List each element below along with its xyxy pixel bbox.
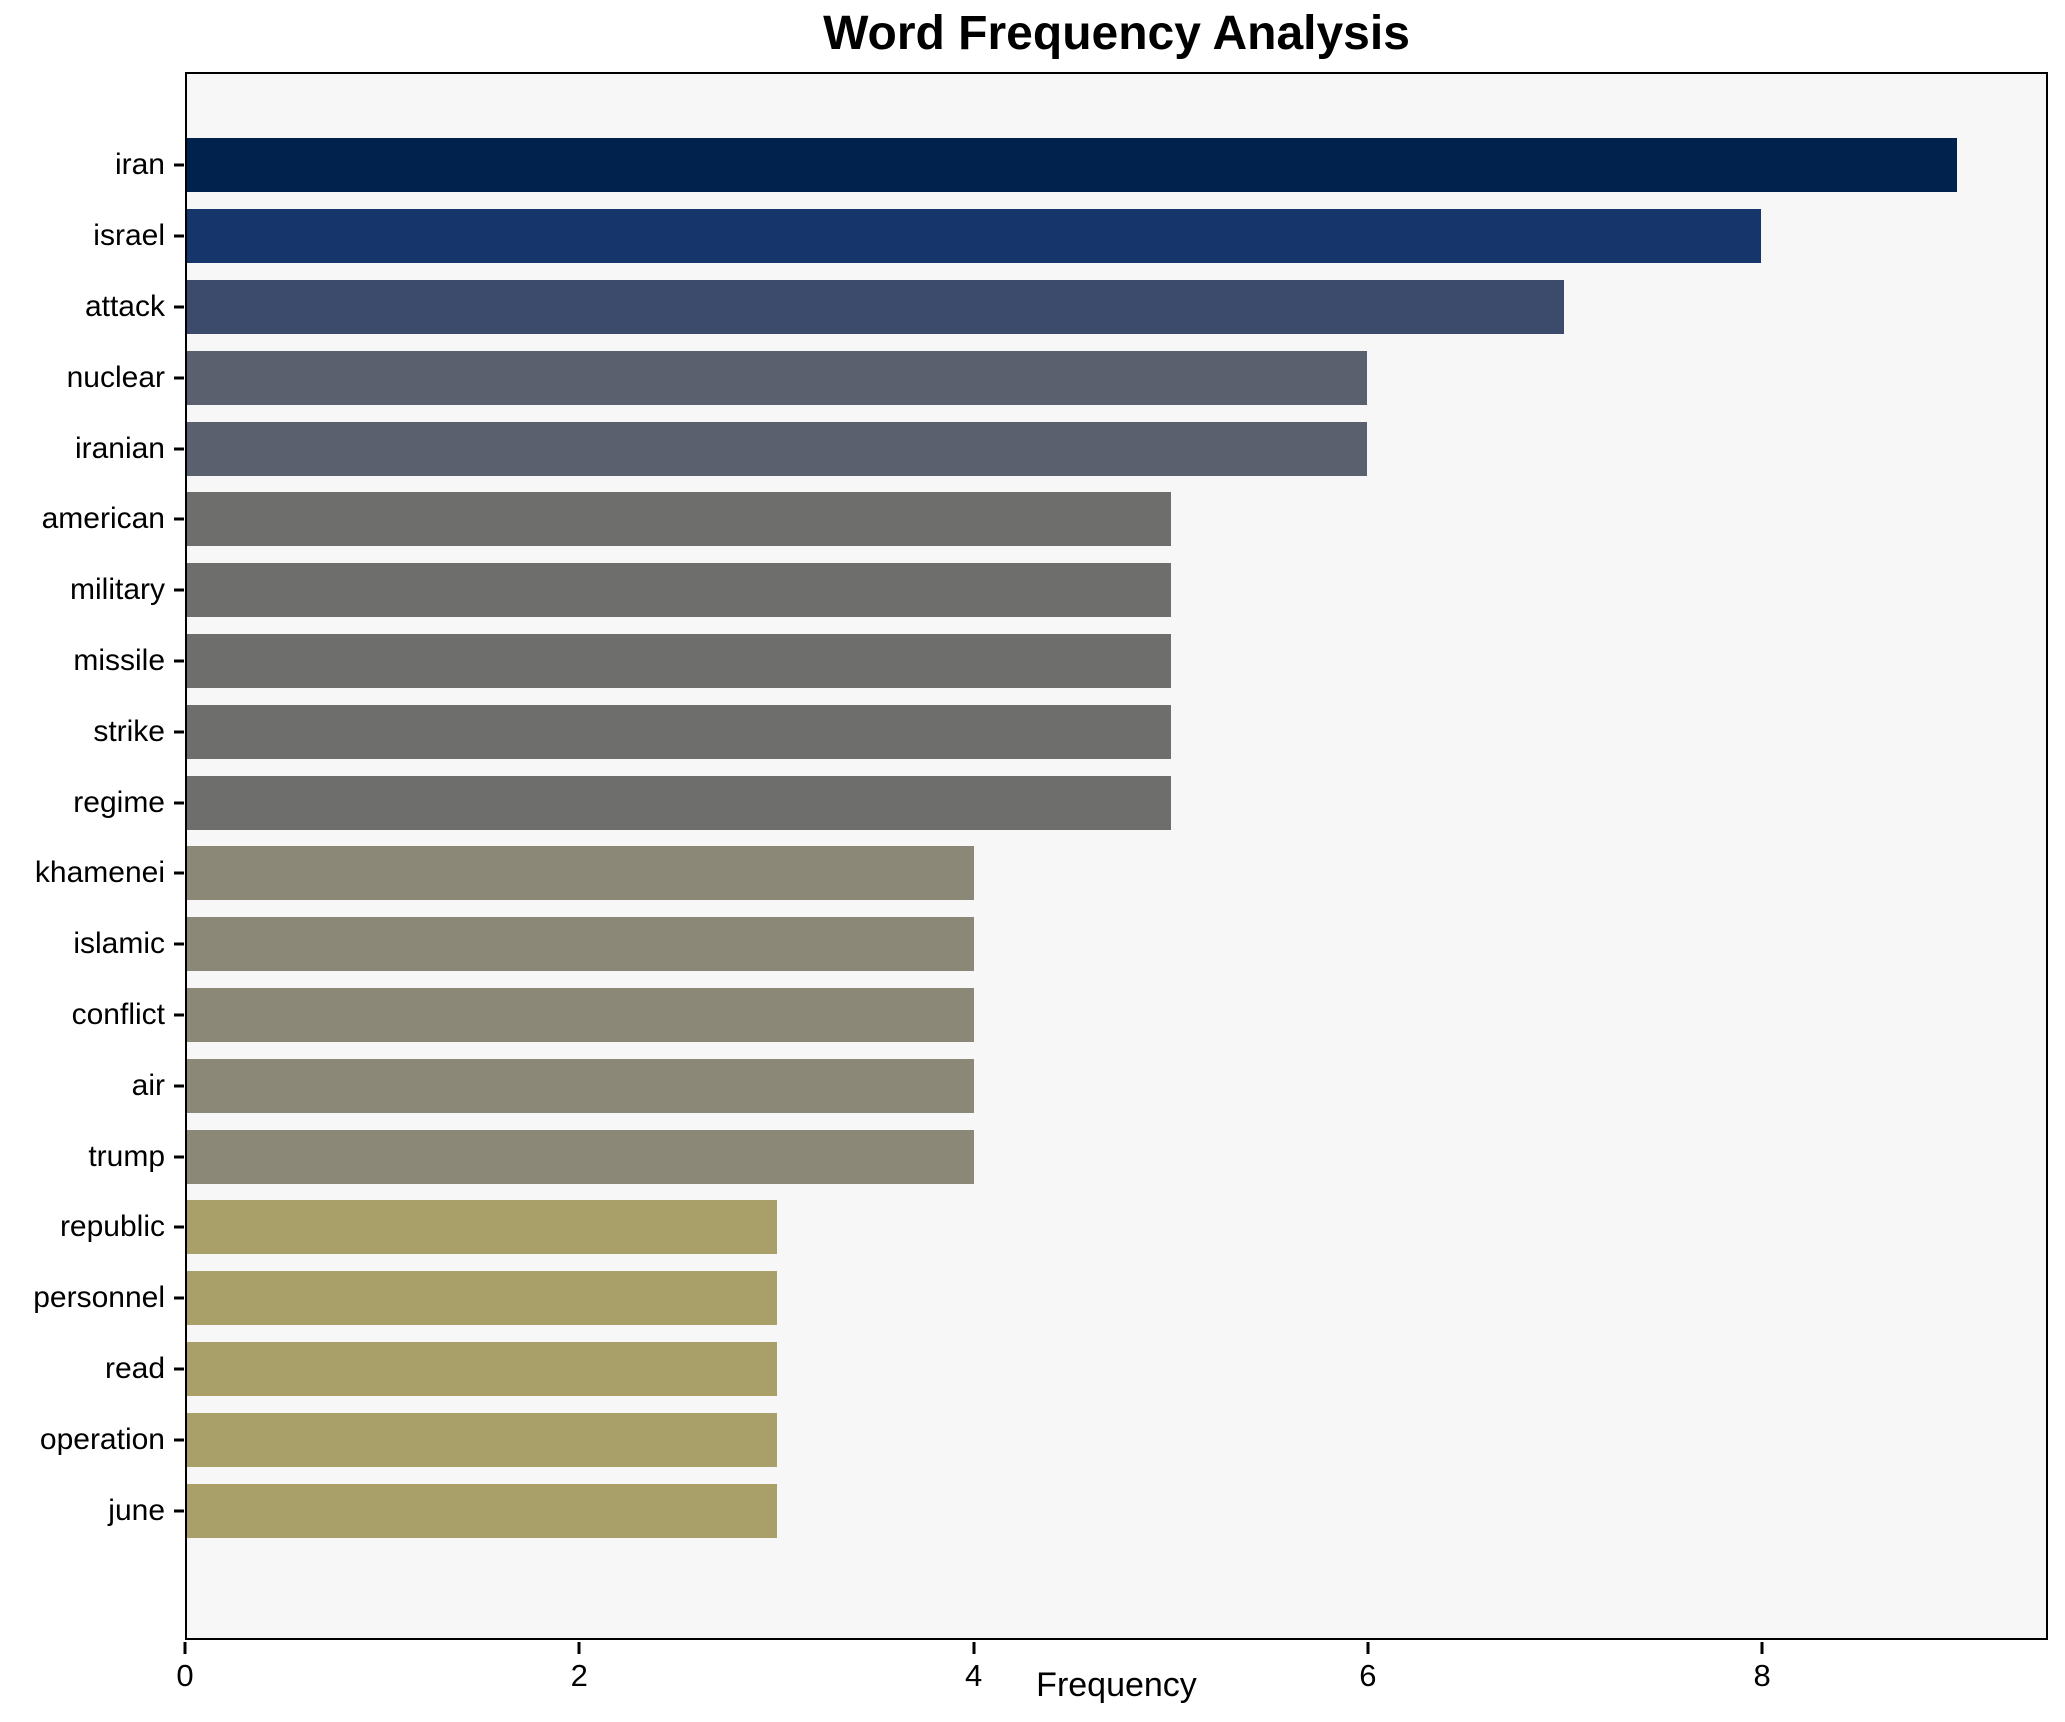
- y-tick-mark: [174, 730, 184, 734]
- bar-row: read: [105, 1334, 2046, 1405]
- bar: [187, 279, 1565, 334]
- category-label: strike: [93, 714, 165, 748]
- y-tick-mark: [174, 1509, 184, 1513]
- y-tick-mark: [174, 305, 184, 309]
- bar: [187, 492, 1171, 547]
- category-label: israel: [93, 219, 165, 253]
- category-label: air: [131, 1068, 165, 1102]
- category-label: operation: [39, 1422, 165, 1456]
- bar-row: iranian: [75, 413, 2046, 484]
- y-tick-mark: [174, 1296, 184, 1300]
- x-tick-mark: [1366, 1642, 1370, 1654]
- bar: [187, 987, 974, 1042]
- bar: [187, 138, 1958, 193]
- y-tick-mark: [174, 659, 184, 663]
- bar-row: military: [70, 555, 2046, 626]
- y-tick-mark: [174, 871, 184, 875]
- bar: [187, 1483, 778, 1538]
- y-tick-mark: [174, 1438, 184, 1442]
- y-tick-mark: [174, 1084, 184, 1088]
- bar: [187, 421, 1368, 476]
- bar-row: air: [132, 1050, 2046, 1121]
- y-tick-mark: [174, 234, 184, 238]
- y-tick-mark: [174, 1225, 184, 1229]
- category-label: islamic: [73, 927, 165, 961]
- category-label: american: [41, 502, 165, 536]
- y-tick-mark: [174, 376, 184, 380]
- bar: [187, 350, 1368, 405]
- bar: [187, 1058, 974, 1113]
- category-label: military: [70, 573, 165, 607]
- y-tick-mark: [174, 447, 184, 451]
- x-tick-mark: [183, 1642, 187, 1654]
- y-tick-mark: [174, 801, 184, 805]
- plot-area: iran israel attack nuclear iranian american mi…: [33, 72, 2048, 1640]
- category-label: iranian: [74, 431, 165, 465]
- y-tick-mark: [174, 942, 184, 946]
- bar: [187, 846, 974, 901]
- bar-row: iran: [115, 130, 2046, 201]
- category-label: nuclear: [66, 360, 165, 394]
- category-label: personnel: [33, 1281, 165, 1315]
- category-label: republic: [59, 1210, 165, 1244]
- x-axis-title: Frequency: [1036, 1666, 1197, 1704]
- bar-rows: iran israel attack nuclear iranian american mi…: [33, 74, 2046, 1638]
- y-tick-mark: [174, 1155, 184, 1159]
- bar: [187, 633, 1171, 688]
- bar: [187, 917, 974, 972]
- bar-row: june: [108, 1475, 2046, 1546]
- y-tick-mark: [174, 1013, 184, 1017]
- bar: [187, 775, 1171, 830]
- y-tick-mark: [174, 163, 184, 167]
- bar: [187, 1271, 778, 1326]
- y-tick-mark: [174, 517, 184, 521]
- bar: [187, 704, 1171, 759]
- bar-row: strike: [93, 696, 2046, 767]
- bar: [187, 563, 1171, 618]
- bar-row: operation: [40, 1404, 2046, 1475]
- bar-row: attack: [85, 272, 2046, 343]
- x-tick-mark: [1760, 1642, 1764, 1654]
- bar-row: israel: [93, 201, 2046, 272]
- bar-row: regime: [73, 767, 2046, 838]
- x-tick-mark: [972, 1642, 976, 1654]
- bar: [187, 1200, 778, 1255]
- bar: [187, 1129, 974, 1184]
- category-label: khamenei: [34, 856, 165, 890]
- bar-row: american: [42, 484, 2046, 555]
- bar: [187, 1412, 778, 1467]
- chart-title: Word Frequency Analysis: [823, 7, 1410, 60]
- category-label: iran: [114, 148, 165, 182]
- bar-row: missile: [73, 626, 2046, 697]
- bar-row: islamic: [73, 909, 2046, 980]
- bar: [187, 209, 1761, 264]
- category-label: attack: [84, 289, 165, 323]
- category-label: regime: [73, 785, 165, 819]
- category-label: june: [108, 1493, 165, 1527]
- bar-row: khamenei: [35, 838, 2046, 909]
- bar-row: personnel: [33, 1263, 2046, 1334]
- bar-row: nuclear: [67, 342, 2046, 413]
- y-tick-mark: [174, 1367, 184, 1371]
- bar: [187, 1341, 778, 1396]
- category-label: read: [104, 1351, 165, 1385]
- y-tick-mark: [174, 588, 184, 592]
- category-label: trump: [88, 1139, 165, 1173]
- bar-row: republic: [60, 1192, 2046, 1263]
- bar-row: trump: [88, 1121, 2046, 1192]
- category-label: missile: [73, 643, 165, 677]
- x-tick-mark: [577, 1642, 581, 1654]
- bar-row: conflict: [72, 980, 2046, 1051]
- category-label: conflict: [71, 997, 165, 1031]
